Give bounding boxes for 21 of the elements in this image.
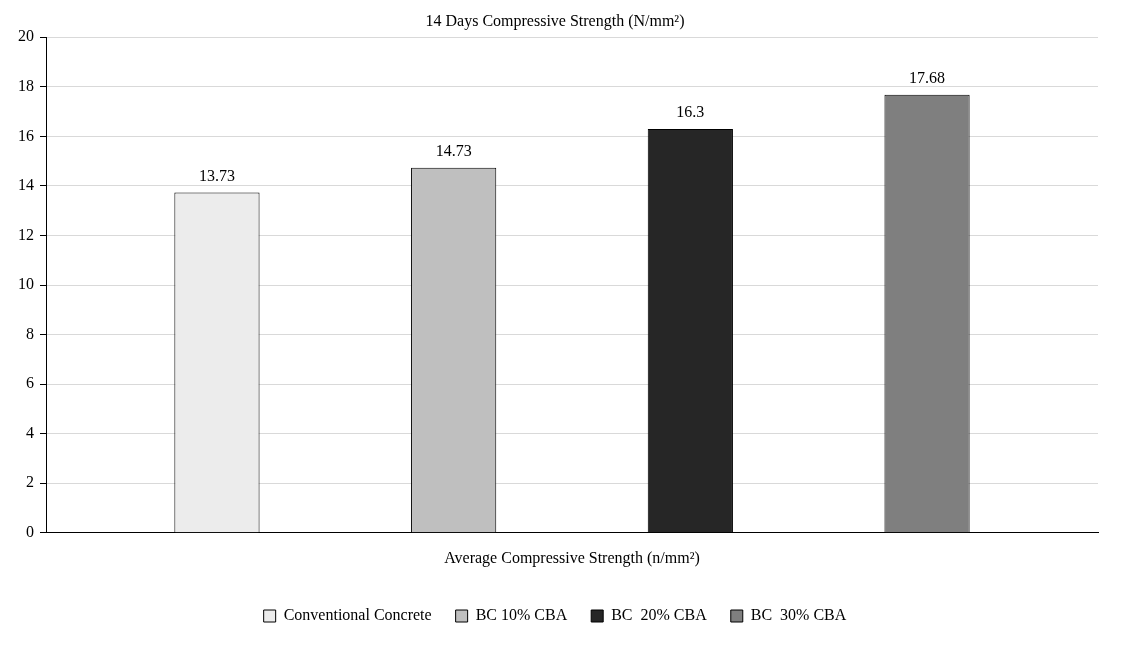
data-label: 17.68: [909, 68, 946, 86]
y-tick-label: 4: [26, 423, 34, 441]
y-tick-label: 8: [26, 324, 34, 342]
data-label: 16.3: [676, 103, 705, 121]
y-tick-label: 10: [18, 275, 34, 293]
data-label: 14.73: [435, 141, 472, 159]
data-label: 13.73: [198, 166, 235, 184]
y-tick-label: 20: [18, 27, 34, 45]
legend-label: Conventional Concrete: [283, 606, 432, 624]
legend-label: BC 30% CBA: [750, 606, 847, 624]
legend-label: BC 10% CBA: [475, 606, 568, 624]
chart-title: 14 Days Compressive Strength (N/mm²): [425, 11, 685, 30]
y-tick-label: 16: [18, 126, 34, 144]
x-tick-label: Average Compressive Strength (n/mm²): [444, 548, 700, 567]
y-tick-label: 14: [18, 176, 34, 194]
y-tick-label: 18: [18, 76, 34, 94]
y-tick-label: 0: [26, 523, 34, 540]
legend-label: BC 20% CBA: [611, 606, 708, 624]
y-tick-label: 2: [26, 473, 34, 491]
y-tick-label: 6: [26, 374, 34, 392]
y-tick-label: 12: [18, 225, 34, 243]
